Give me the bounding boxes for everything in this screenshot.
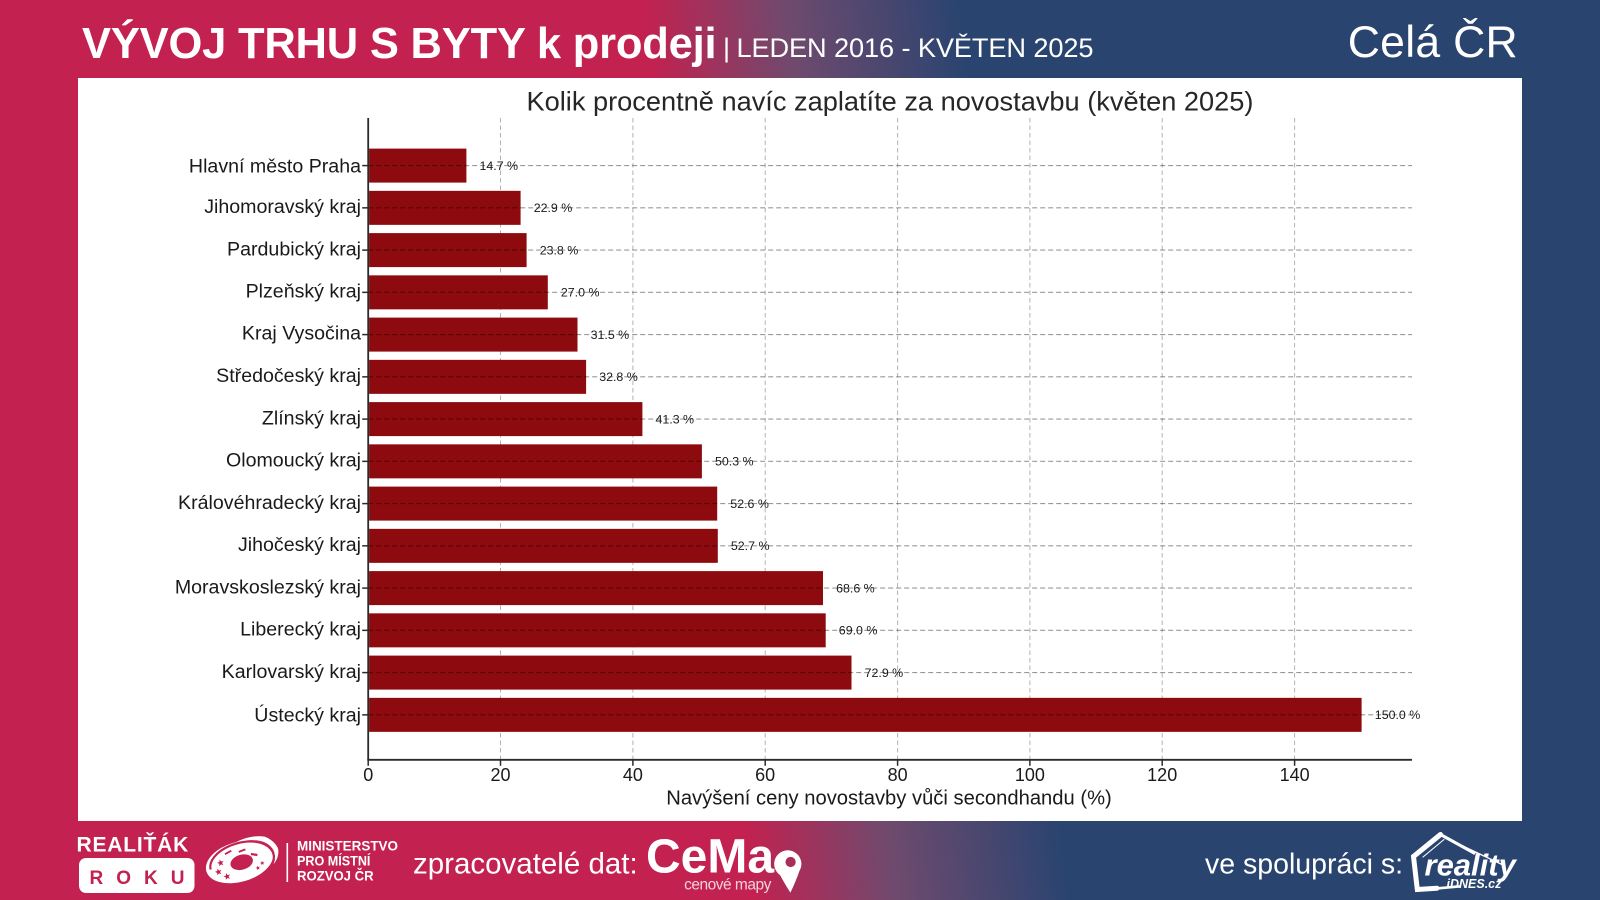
svg-text:cenové mapy: cenové mapy <box>684 876 771 893</box>
svg-text:CeMa: CeMa <box>646 831 774 884</box>
svg-text:60: 60 <box>755 765 775 785</box>
svg-text:140: 140 <box>1280 765 1310 785</box>
svg-text:31.5 %: 31.5 % <box>591 328 630 342</box>
svg-text:ve spolupráci s:: ve spolupráci s: <box>1205 849 1403 881</box>
svg-text:120: 120 <box>1147 765 1177 785</box>
svg-text:69.0 %: 69.0 % <box>839 624 878 638</box>
svg-text:ROZVOJ ČR: ROZVOJ ČR <box>297 866 374 883</box>
svg-text:Jihomoravský kraj: Jihomoravský kraj <box>204 196 361 218</box>
svg-text:80: 80 <box>888 765 908 785</box>
svg-text:Liberecký kraj: Liberecký kraj <box>240 619 361 641</box>
svg-text:Moravskoslezský kraj: Moravskoslezský kraj <box>175 576 361 598</box>
svg-text:Karlovarský kraj: Karlovarský kraj <box>222 661 361 683</box>
svg-text:22.9 %: 22.9 % <box>534 201 573 215</box>
svg-text:VÝVOJ TRHU S BYTY k prodeji: VÝVOJ TRHU S BYTY k prodeji <box>82 18 716 68</box>
svg-text:32.8 %: 32.8 % <box>599 370 638 384</box>
svg-text:MINISTERSTVO: MINISTERSTVO <box>297 837 398 853</box>
svg-text:Pardubický kraj: Pardubický kraj <box>227 238 361 260</box>
svg-text:Zlínský kraj: Zlínský kraj <box>262 407 361 429</box>
svg-text:0: 0 <box>363 765 373 785</box>
svg-text:72.9 %: 72.9 % <box>865 666 904 680</box>
svg-text:14.7 %: 14.7 % <box>480 159 519 173</box>
svg-text:Plzeňský kraj: Plzeňský kraj <box>246 281 361 303</box>
svg-text:Navýšení ceny novostavby vůči: Navýšení ceny novostavby vůči secondhand… <box>666 787 1112 809</box>
svg-text:iDNES.cz: iDNES.cz <box>1447 877 1503 891</box>
svg-text:Kraj Vysočina: Kraj Vysočina <box>242 323 361 345</box>
svg-text:zpracovatelé dat:: zpracovatelé dat: <box>413 848 638 881</box>
svg-text:150.0 %: 150.0 % <box>1375 708 1420 722</box>
svg-text:Kolik procentně navíc zaplatít: Kolik procentně navíc zaplatíte za novos… <box>527 85 1254 116</box>
svg-text:40: 40 <box>623 765 643 785</box>
svg-text:41.3 %: 41.3 % <box>656 412 695 426</box>
svg-text:REALIŤÁK: REALIŤÁK <box>77 833 190 857</box>
svg-text:Olomoucký kraj: Olomoucký kraj <box>226 450 361 472</box>
svg-text:Celá ČR: Celá ČR <box>1348 17 1518 67</box>
svg-text:Královéhradecký kraj: Královéhradecký kraj <box>178 492 361 514</box>
svg-text:PRO MÍSTNÍ: PRO MÍSTNÍ <box>297 853 371 869</box>
svg-text:27.0 %: 27.0 % <box>561 286 600 300</box>
svg-text:Středočeský kraj: Středočeský kraj <box>216 365 361 387</box>
svg-text:LEDEN 2016 - KVĚTEN 2025: LEDEN 2016 - KVĚTEN 2025 <box>737 32 1094 63</box>
svg-text:23.8 %: 23.8 % <box>540 243 579 257</box>
svg-text:Hlavní město Praha: Hlavní město Praha <box>189 156 361 178</box>
svg-text:Jihočeský kraj: Jihočeský kraj <box>238 534 361 556</box>
svg-text:reality: reality <box>1425 848 1518 883</box>
svg-text:|: | <box>723 32 730 63</box>
svg-text:50.3 %: 50.3 % <box>715 455 754 469</box>
svg-text:100: 100 <box>1015 765 1045 785</box>
svg-text:Ústecký kraj: Ústecký kraj <box>254 703 361 726</box>
svg-text:52.7 %: 52.7 % <box>731 539 770 553</box>
svg-text:68.6 %: 68.6 % <box>836 581 875 595</box>
svg-text:20: 20 <box>490 765 510 785</box>
svg-text:52.6 %: 52.6 % <box>730 497 769 511</box>
